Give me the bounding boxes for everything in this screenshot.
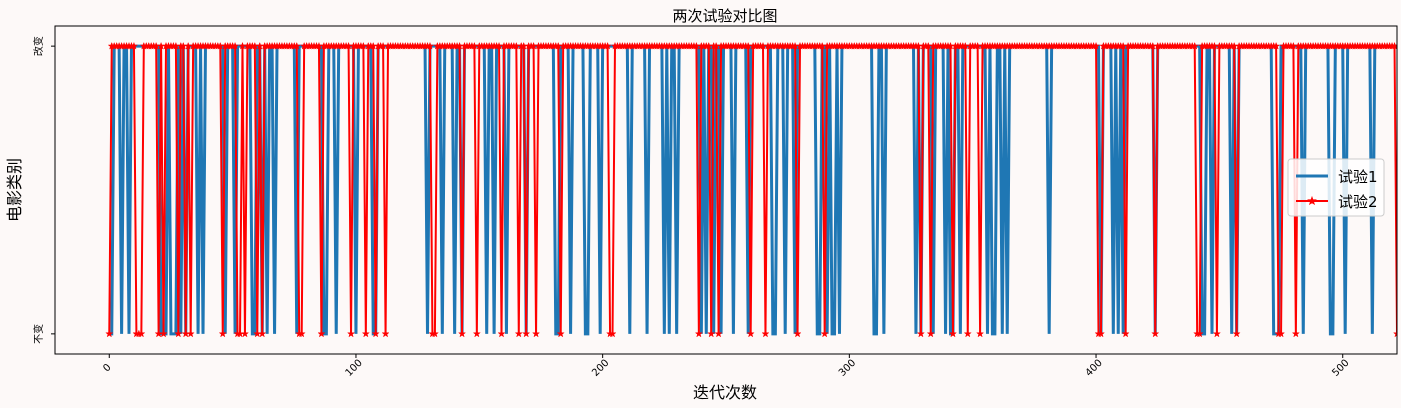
y-tick-label: 不变 bbox=[32, 324, 45, 344]
series-2-marker bbox=[531, 329, 541, 338]
legend-marker-series-2 bbox=[1307, 195, 1317, 206]
series-2-marker bbox=[1271, 41, 1281, 50]
series-2-marker bbox=[522, 329, 531, 338]
legend: 试验1 试验2 bbox=[1287, 158, 1385, 217]
series-2-marker bbox=[1212, 329, 1222, 338]
series-2-marker bbox=[746, 329, 755, 338]
series-2-marker bbox=[1151, 329, 1160, 338]
x-tick-label: 300 bbox=[837, 358, 858, 379]
x-tick-label: 0 bbox=[101, 362, 113, 374]
x-tick-label: 400 bbox=[1084, 358, 1105, 379]
series-2-marker bbox=[240, 329, 250, 338]
series-2-marker bbox=[603, 41, 612, 50]
series-2-marker bbox=[472, 329, 481, 338]
series-2-marker bbox=[159, 329, 168, 338]
series-2-marker bbox=[707, 329, 716, 338]
series-2-marker bbox=[1291, 329, 1301, 338]
series-2-marker bbox=[820, 329, 829, 338]
y-axis-label: 电影类别 bbox=[5, 158, 24, 222]
series-2-marker bbox=[963, 329, 972, 338]
series-2-marker bbox=[1190, 41, 1199, 50]
legend-label-series-2: 试验2 bbox=[1338, 193, 1378, 211]
series-2-marker bbox=[1232, 329, 1241, 338]
series-2-marker bbox=[556, 329, 565, 338]
series-2-marker bbox=[137, 329, 146, 338]
chart-title: 两次试验对比图 bbox=[672, 7, 777, 25]
y-tick-label: 改变 bbox=[32, 36, 45, 56]
series-2-marker bbox=[174, 329, 183, 338]
series-2-marker bbox=[430, 329, 440, 338]
series-2-marker bbox=[297, 329, 306, 338]
series-2-marker bbox=[948, 329, 958, 338]
series-2-marker bbox=[129, 41, 139, 50]
series-2-marker bbox=[317, 329, 326, 338]
series-2-marker bbox=[371, 329, 380, 338]
series-2-marker bbox=[218, 329, 227, 338]
series-2-marker bbox=[105, 329, 114, 338]
series-2-marker bbox=[258, 329, 267, 338]
series-2 bbox=[105, 41, 1397, 338]
series-2-marker bbox=[1091, 41, 1101, 50]
x-tick-label: 200 bbox=[590, 358, 611, 379]
plot-area-frame bbox=[54, 25, 1398, 355]
series-2-marker bbox=[793, 329, 802, 338]
series-2-marker bbox=[1392, 329, 1397, 338]
series-2-marker bbox=[497, 329, 506, 338]
series-2-marker bbox=[608, 329, 617, 338]
series-2-marker bbox=[292, 41, 301, 50]
x-axis-label: 迭代次数 bbox=[693, 383, 757, 402]
series-2-marker bbox=[1121, 329, 1130, 338]
legend-label-series-1: 试验1 bbox=[1338, 168, 1378, 186]
series-2-marker bbox=[1276, 329, 1286, 338]
series-2-marker bbox=[230, 41, 240, 50]
series-2-marker bbox=[761, 329, 770, 338]
series-2-marker bbox=[425, 41, 435, 50]
series-2-marker bbox=[714, 329, 723, 338]
series-2-marker bbox=[1096, 329, 1106, 338]
series-2-marker bbox=[381, 329, 390, 338]
series-2-marker bbox=[186, 329, 195, 338]
series-2-marker bbox=[916, 329, 926, 338]
x-tick-label: 100 bbox=[344, 358, 365, 379]
x-tick-label: 500 bbox=[1330, 358, 1351, 379]
series-2-markers bbox=[105, 41, 1397, 338]
series-2-marker bbox=[346, 329, 356, 338]
series-2-marker bbox=[975, 329, 985, 338]
series-2-marker bbox=[926, 329, 935, 338]
series-2-marker bbox=[1195, 329, 1204, 338]
series-2-marker bbox=[694, 329, 704, 338]
series-2-marker bbox=[1390, 41, 1397, 50]
series-2-marker bbox=[514, 329, 523, 338]
series-2-marker bbox=[457, 329, 467, 338]
series-2-marker bbox=[361, 329, 370, 338]
